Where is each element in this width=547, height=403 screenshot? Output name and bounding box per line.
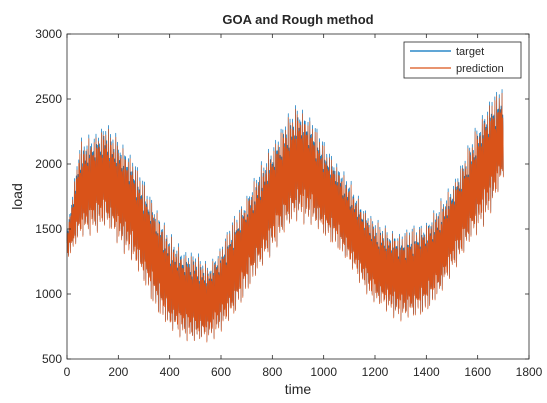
x-tick-label: 800: [262, 365, 282, 379]
x-tick-label: 1000: [310, 365, 337, 379]
y-tick-label: 2000: [35, 157, 62, 171]
y-axis-label: load: [9, 183, 25, 209]
legend-box: [403, 41, 522, 79]
chart-title: GOA and Rough method: [222, 12, 373, 27]
y-tick-label: 500: [42, 352, 62, 366]
series-layer: [66, 89, 504, 343]
legend-label-target: target: [456, 46, 484, 58]
x-axis-label: time: [285, 381, 312, 397]
x-tick-label: 1400: [413, 365, 440, 379]
x-tick-label: 1800: [516, 365, 543, 379]
legend-label-prediction: prediction: [456, 63, 504, 75]
y-tick-label: 1500: [35, 222, 62, 236]
x-tick-label: 0: [64, 365, 71, 379]
x-tick-label: 200: [108, 365, 128, 379]
plot-area: [67, 34, 529, 359]
x-tick-label: 400: [160, 365, 180, 379]
plot-frame: [66, 33, 530, 360]
series-line-prediction: [66, 92, 504, 343]
x-tick-label: 600: [211, 365, 231, 379]
x-tick-label: 1600: [464, 365, 491, 379]
legend: target prediction: [403, 41, 522, 79]
x-tick-label: 1200: [362, 365, 389, 379]
y-tick-label: 2500: [35, 92, 62, 106]
y-tick-label: 1000: [35, 287, 62, 301]
y-tick-label: 3000: [35, 27, 62, 41]
x-axis: 0 200 400 600 800 1000 1200 1400 1600 1800: [64, 34, 543, 379]
y-axis: 500 1000 1500 2000 2500 3000: [35, 27, 529, 366]
